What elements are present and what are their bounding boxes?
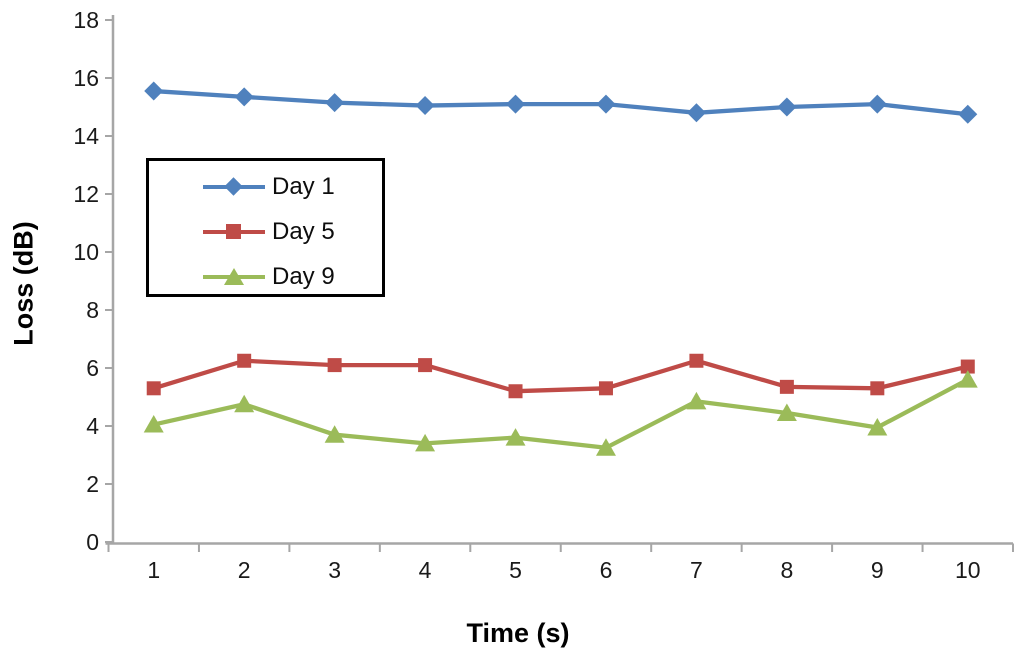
y-tick-label: 4 — [86, 413, 99, 439]
square-marker-icon — [508, 384, 523, 399]
legend: Day 1 Day 5 Day 9 — [146, 158, 385, 297]
x-tick-label: 9 — [871, 557, 884, 583]
square-marker-icon — [237, 353, 252, 368]
diamond-marker-icon — [867, 94, 887, 114]
triangle-marker-icon — [957, 370, 978, 388]
series-line-day-9 — [151, 377, 970, 450]
diamond-marker-icon — [415, 96, 435, 116]
diamond-marker-icon — [686, 103, 706, 123]
diamond-marker-icon — [325, 93, 345, 113]
x-tick-label: 10 — [955, 557, 981, 583]
y-tick-label: 16 — [73, 65, 99, 91]
diamond-marker-icon — [596, 94, 616, 114]
y-tick-label: 6 — [86, 355, 99, 381]
square-marker-icon — [598, 381, 613, 396]
diamond-marker-icon — [506, 94, 526, 114]
y-tick-label: 10 — [73, 239, 99, 265]
square-marker-icon — [226, 224, 241, 239]
legend-label-day-5: Day 5 — [272, 217, 335, 245]
diamond-marker-icon — [234, 87, 254, 107]
y-tick-label: 14 — [73, 123, 99, 149]
y-tick-label: 18 — [73, 7, 99, 33]
x-axis-title: Time (s) — [466, 618, 570, 648]
square-marker-icon — [327, 358, 342, 373]
x-tick-label: 7 — [690, 557, 703, 583]
x-tick-label: 3 — [328, 557, 341, 583]
triangle-marker-icon — [505, 428, 526, 446]
square-marker-icon — [960, 359, 975, 374]
y-tick-label: 12 — [73, 181, 99, 207]
legend-label-day-9: Day 9 — [272, 262, 335, 290]
square-marker-icon — [418, 358, 433, 373]
legend-swatch-day-5 — [203, 222, 265, 242]
x-tick-label: 2 — [238, 557, 251, 583]
diamond-marker-icon — [144, 81, 164, 101]
triangle-marker-icon — [224, 267, 244, 285]
x-tick-label: 5 — [509, 557, 522, 583]
y-tick-label: 0 — [86, 529, 99, 555]
square-marker-icon — [870, 381, 885, 396]
triangle-marker-icon — [867, 417, 888, 436]
triangle-marker-icon — [324, 425, 345, 443]
y-tick-label: 8 — [86, 297, 99, 323]
square-marker-icon — [779, 379, 794, 394]
series-line-day-1 — [151, 88, 970, 117]
triangle-marker-icon — [143, 415, 164, 433]
square-marker-icon — [689, 353, 704, 368]
legend-swatch-day-1 — [203, 176, 265, 197]
x-tick-label: 6 — [600, 557, 613, 583]
legend-item-day-1: Day 1 — [149, 164, 382, 209]
legend-item-day-5: Day 5 — [149, 209, 382, 254]
triangle-marker-icon — [776, 403, 797, 421]
triangle-marker-icon — [595, 438, 616, 456]
x-tick-label: 4 — [419, 557, 432, 583]
x-tick-label: 8 — [780, 557, 793, 583]
triangle-marker-icon — [234, 394, 255, 413]
y-tick-label: 2 — [86, 471, 99, 497]
y-axis-title: Loss (dB) — [8, 221, 39, 346]
series-line-day-5 — [151, 358, 970, 394]
diamond-marker-icon — [958, 104, 978, 124]
legend-swatch-day-9 — [203, 267, 265, 287]
x-tick-label: 1 — [147, 557, 160, 583]
square-marker-icon — [146, 381, 161, 396]
triangle-marker-icon — [686, 391, 707, 410]
triangle-marker-icon — [415, 433, 436, 452]
legend-label-day-1: Day 1 — [272, 172, 335, 200]
diamond-marker-icon — [224, 176, 243, 196]
diamond-marker-icon — [777, 97, 797, 117]
legend-item-day-9: Day 9 — [149, 254, 382, 299]
